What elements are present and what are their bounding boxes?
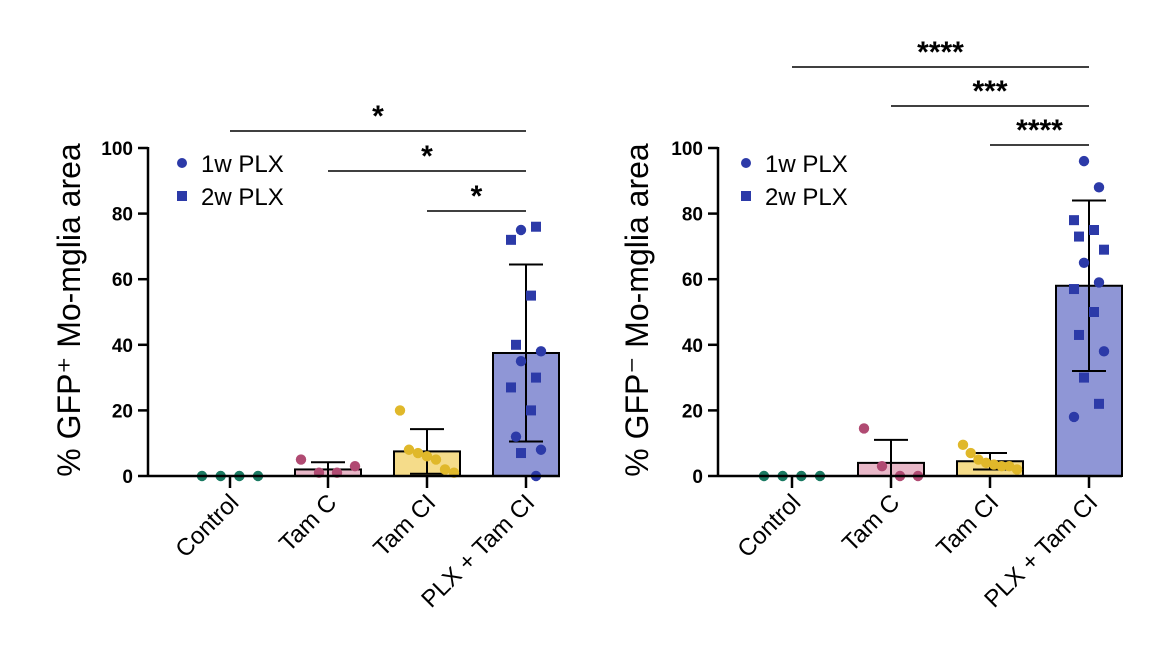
data-point-3-9 [1089,307,1099,317]
data-point-3-6 [515,356,527,367]
x-tick-label-0: Control [170,489,244,563]
data-point-3-7 [531,372,541,383]
data-point-2-0 [394,405,406,416]
y-tick-label-1: 20 [682,401,703,422]
legend: 1w PLX 2w PLX [741,151,848,211]
data-point-3-0 [1078,155,1090,167]
x-tick-label-2: Tam CI [368,489,441,562]
data-point-3-8 [1069,284,1079,295]
significance-label-0: **** [917,36,964,69]
y-tick-label-2: 40 [682,336,703,357]
data-point-3-11 [1098,346,1110,357]
data-point-2-1 [965,447,976,459]
data-point-3-4 [1074,231,1084,242]
data-point-3-12 [516,448,526,459]
x-tick-label-1: Tam C [837,489,905,557]
significance-label-2: * [471,180,483,213]
data-point-3-0 [515,224,527,236]
significance-label-1: * [421,140,433,173]
legend-label-0: 1w PLX [765,151,848,178]
data-point-3-10 [510,431,522,442]
data-point-3-7 [1093,277,1105,288]
legend: 1w PLX 2w PLX [177,151,284,211]
data-point-3-12 [1079,372,1089,383]
y-axis-label: % GFP⁻ Mo-mglia area [619,143,655,477]
y-tick-label-1: 20 [112,401,133,422]
data-point-2-3 [421,451,433,462]
data-point-3-11 [535,444,547,455]
data-point-1-0 [295,454,307,465]
data-point-3-5 [535,346,547,357]
data-point-2-4 [988,459,1000,470]
data-point-2-5 [996,460,1007,472]
y-axis-label: % GFP⁺ Mo-mglia area [51,143,87,477]
data-point-2-7 [1011,464,1023,475]
significance-label-2: **** [1016,114,1063,147]
y-tick-label-4: 80 [682,205,703,226]
legend-label-1: 2w PLX [765,184,848,211]
data-point-1-0 [858,423,870,434]
legend-marker-circle [177,158,187,168]
significance-label-1: *** [972,75,1007,108]
x-tick-label-1: Tam C [274,489,342,557]
data-point-3-13 [1094,398,1104,409]
data-point-1-1 [876,460,888,472]
data-point-3-1 [1093,182,1105,193]
y-tick-label-3: 60 [682,270,703,291]
data-point-1-3 [349,460,361,472]
y-tick-label-4: 80 [112,205,133,226]
data-point-3-5 [1099,244,1109,255]
legend-marker-square [741,191,751,201]
legend-marker-circle [741,158,751,168]
significance-label-0: * [372,100,384,133]
x-tick-label-0: Control [732,489,806,563]
legend-label-1: 2w PLX [201,184,284,211]
data-point-3-14 [1068,411,1080,423]
data-point-3-2 [506,234,516,245]
data-point-3-3 [1089,225,1099,235]
data-point-2-0 [957,439,969,451]
y-tick-label-0: 0 [692,467,703,488]
data-point-3-10 [1074,329,1084,340]
data-point-3-2 [1069,215,1079,226]
data-point-3-3 [526,290,536,301]
x-tick-label-2: Tam CI [931,489,1004,562]
y-tick-label-5: 100 [101,139,133,160]
data-point-3-9 [526,405,536,416]
y-tick-label-5: 100 [671,139,703,160]
legend-label-0: 1w PLX [201,151,284,178]
data-point-3-4 [511,339,521,350]
legend-marker-square [177,191,187,201]
data-point-3-1 [531,221,541,232]
data-point-2-5 [439,464,451,475]
data-point-2-1 [403,444,415,455]
data-point-2-4 [430,454,442,465]
data-point-2-2 [412,447,424,459]
y-tick-label-2: 40 [112,336,133,357]
data-point-3-8 [506,382,516,393]
data-point-2-3 [980,457,992,469]
data-point-3-6 [1078,257,1090,268]
y-tick-label-3: 60 [112,270,133,291]
y-tick-label-0: 0 [122,467,133,488]
